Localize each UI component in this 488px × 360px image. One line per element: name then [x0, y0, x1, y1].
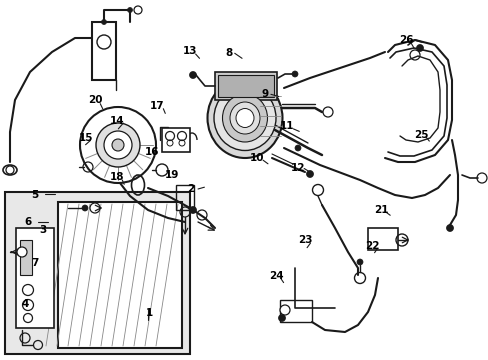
Circle shape — [112, 139, 124, 151]
Text: 24: 24 — [268, 271, 283, 282]
Circle shape — [82, 205, 88, 211]
Bar — [162, 128, 190, 152]
Circle shape — [80, 107, 156, 183]
Circle shape — [104, 131, 132, 159]
Text: 14: 14 — [110, 116, 124, 126]
Circle shape — [356, 259, 362, 265]
Text: 8: 8 — [225, 48, 232, 58]
Ellipse shape — [236, 108, 253, 127]
Text: 11: 11 — [280, 121, 294, 131]
Text: 3: 3 — [40, 225, 46, 235]
Circle shape — [90, 203, 100, 213]
Bar — [20, 240, 32, 275]
Ellipse shape — [207, 78, 282, 158]
Bar — [176, 185, 194, 210]
Bar — [367, 228, 397, 250]
Ellipse shape — [3, 165, 17, 175]
Ellipse shape — [214, 85, 275, 150]
Ellipse shape — [229, 102, 260, 134]
Bar — [5, 192, 190, 354]
Circle shape — [102, 19, 106, 24]
Text: 1: 1 — [145, 308, 152, 318]
Text: 22: 22 — [365, 240, 379, 251]
Circle shape — [127, 8, 132, 13]
Text: 19: 19 — [164, 170, 179, 180]
Text: 21: 21 — [373, 204, 388, 215]
Circle shape — [278, 315, 285, 321]
Bar — [215, 72, 276, 100]
Circle shape — [416, 45, 423, 51]
Circle shape — [189, 72, 196, 78]
Bar — [16, 228, 54, 328]
Text: 2: 2 — [187, 184, 194, 194]
Ellipse shape — [222, 94, 267, 142]
Text: 6: 6 — [25, 217, 32, 228]
Text: 15: 15 — [78, 132, 93, 143]
Text: 5: 5 — [32, 190, 39, 200]
Circle shape — [291, 71, 297, 77]
Text: 17: 17 — [150, 101, 164, 111]
Bar — [218, 75, 273, 97]
Bar — [92, 22, 116, 80]
Text: 16: 16 — [144, 147, 159, 157]
Polygon shape — [58, 202, 182, 348]
Circle shape — [189, 207, 196, 213]
Circle shape — [96, 123, 140, 167]
Circle shape — [294, 145, 301, 151]
Text: 9: 9 — [261, 89, 268, 99]
Text: 10: 10 — [249, 153, 264, 163]
Text: 23: 23 — [298, 235, 312, 246]
Circle shape — [17, 247, 27, 257]
Text: 4: 4 — [21, 299, 29, 309]
Text: 13: 13 — [182, 46, 197, 56]
Bar — [280, 300, 311, 322]
Text: 7: 7 — [31, 258, 39, 268]
Circle shape — [280, 305, 289, 315]
Text: 26: 26 — [399, 35, 413, 45]
Text: 12: 12 — [290, 163, 305, 174]
Text: 18: 18 — [110, 172, 124, 182]
Circle shape — [306, 171, 313, 177]
Text: 25: 25 — [413, 130, 428, 140]
Circle shape — [446, 225, 452, 231]
Text: 20: 20 — [88, 95, 102, 105]
